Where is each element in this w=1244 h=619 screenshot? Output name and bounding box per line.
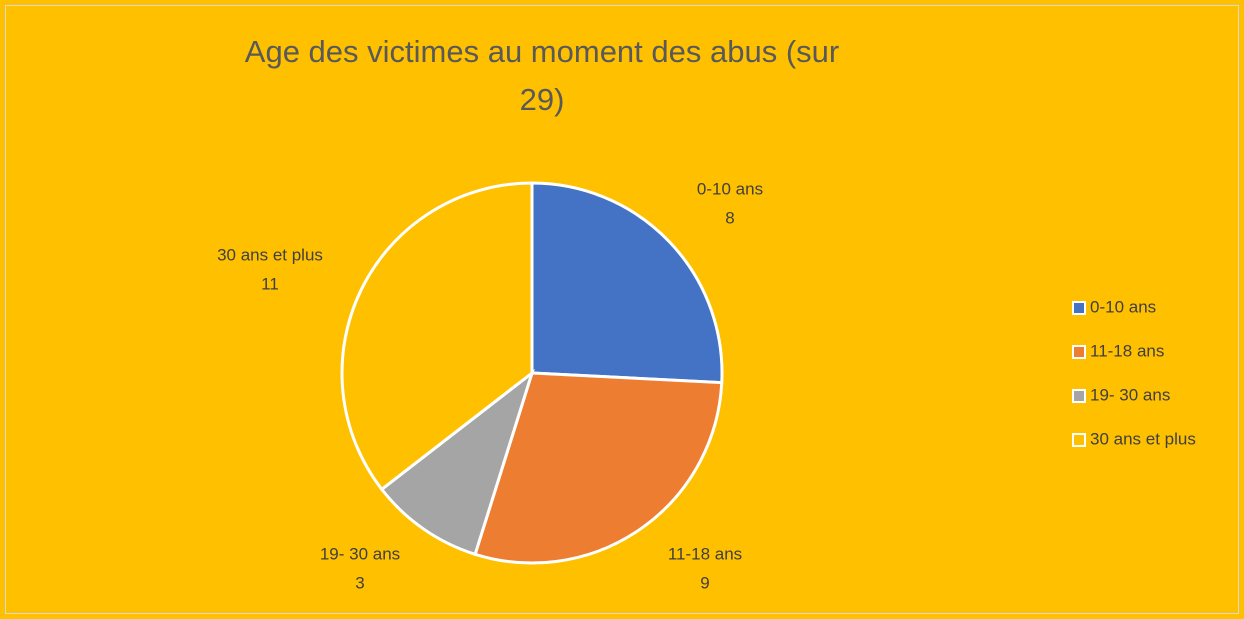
pie-slice (530, 181, 724, 385)
frame (5, 5, 1239, 614)
data-label-category: 19- 30 ans (320, 544, 400, 563)
pie-slice (340, 181, 534, 492)
legend-swatch (1072, 433, 1086, 447)
legend-swatch (1072, 301, 1086, 315)
legend-label: 11-18 ans (1090, 341, 1164, 360)
chart-title: Age des victimes au moment des abus (sur… (244, 34, 840, 117)
legend-label: 30 ans et plus (1090, 429, 1196, 448)
data-label-value: 8 (725, 208, 734, 227)
legend-label: 19- 30 ans (1090, 385, 1170, 404)
legend-swatch (1072, 389, 1086, 403)
pie-slice (379, 368, 535, 557)
data-label-category: 30 ans et plus (217, 245, 323, 264)
legend-label: 0-10 ans (1090, 297, 1156, 316)
data-label-category: 0-10 ans (697, 179, 763, 198)
legend-swatch (1072, 345, 1086, 359)
data-label-value: 9 (700, 573, 709, 592)
data-label-value: 3 (355, 573, 364, 592)
data-label-value: 11 (261, 274, 279, 293)
pie-slice (473, 371, 724, 565)
data-label-category: 11-18 ans (668, 544, 742, 563)
